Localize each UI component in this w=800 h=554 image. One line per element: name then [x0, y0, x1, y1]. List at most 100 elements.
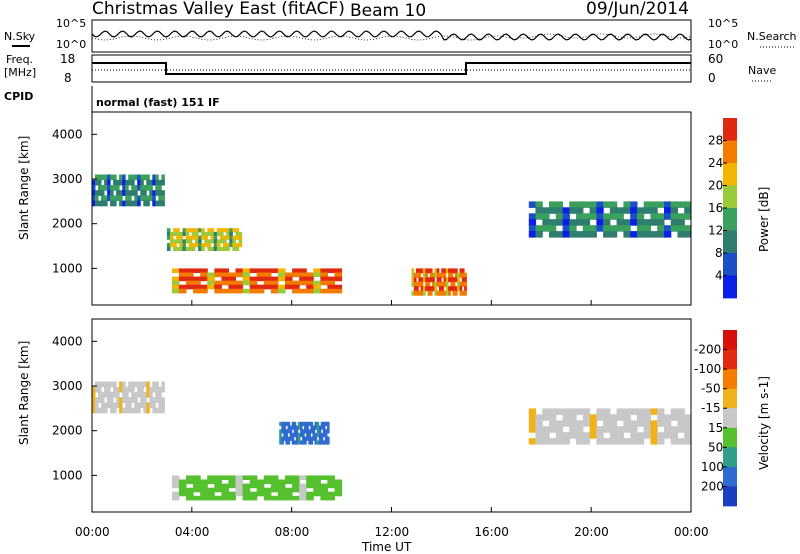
heatmap-cell — [235, 491, 244, 497]
heatmap-cell — [279, 436, 282, 441]
heatmap-cell — [110, 190, 114, 196]
heatmap-cell — [249, 280, 258, 286]
heatmap-cell — [555, 420, 564, 427]
heatmap-cell — [630, 201, 638, 208]
heatmap-cell — [146, 174, 150, 181]
heatmap-cell — [256, 272, 265, 278]
heatmap-cell — [327, 268, 335, 273]
heatmap-cell — [528, 225, 537, 232]
colorbar-tick-label: 20 — [708, 179, 723, 193]
heatmap-cell — [306, 280, 314, 286]
range-tick-label: 4000 — [52, 334, 83, 348]
heatmap-cell — [210, 231, 215, 237]
heatmap-cell — [131, 179, 135, 186]
heatmap-cell — [170, 243, 174, 248]
heatmap-cell — [110, 397, 114, 403]
heatmap-cell — [122, 392, 126, 398]
heatmap-cell — [636, 231, 645, 238]
heatmap-cell — [670, 426, 678, 433]
heatmap-cell — [221, 491, 229, 497]
heatmap-cell — [92, 179, 96, 186]
heatmap-cell — [125, 195, 129, 202]
heatmap-cell — [434, 281, 438, 287]
heatmap-cell — [609, 414, 618, 421]
heatmap-cell — [292, 487, 300, 493]
heatmap-cell — [140, 179, 144, 186]
heatmap-cell — [411, 268, 415, 274]
heatmap-cell — [287, 421, 291, 426]
heatmap-cell — [191, 246, 196, 251]
heatmap-cell — [664, 420, 672, 427]
heatmap-cell — [302, 440, 305, 445]
heatmap-cell — [128, 200, 132, 207]
heatmap-cell — [555, 231, 564, 238]
heatmap-cell — [616, 414, 624, 421]
heatmap-cell — [193, 495, 201, 501]
heatmap-cell — [242, 276, 251, 282]
heatmap-cell — [630, 432, 638, 439]
heatmap-cell — [263, 487, 272, 493]
heatmap-cell — [461, 290, 465, 296]
heatmap-cell — [650, 408, 658, 415]
colorbar-segment — [723, 330, 737, 350]
heatmap-cell — [270, 276, 279, 282]
heatmap-cell — [170, 231, 174, 237]
heatmap-cell — [677, 414, 685, 421]
heatmap-cell — [308, 432, 311, 438]
heatmap-cell — [235, 243, 240, 248]
colorbar-segment — [723, 427, 737, 448]
heatmap-cell — [616, 438, 624, 445]
heatmap-cell — [313, 491, 321, 497]
heatmap-cell — [122, 179, 126, 186]
colorbar-segment — [723, 163, 737, 186]
colorbar-tick-label: 200 — [701, 479, 724, 493]
heatmap-cell — [677, 201, 685, 208]
heatmap-cell — [200, 276, 208, 282]
heatmap-cell — [191, 243, 196, 248]
heatmap-cell — [684, 438, 692, 445]
heatmap-cell — [549, 201, 557, 208]
power-panel: 1000 2000 3000 4000 Slant Range [km] 4 8 12 16… — [17, 111, 771, 306]
heatmap-cell — [171, 495, 180, 501]
heatmap-cell — [287, 436, 291, 441]
heatmap-cell — [324, 440, 328, 445]
heatmap-cell — [207, 272, 215, 278]
heatmap-cell — [318, 429, 322, 434]
heatmap-cell — [306, 495, 314, 501]
heatmap-cell — [235, 284, 244, 290]
heatmap-cell — [313, 475, 321, 480]
heatmap-cell — [450, 277, 454, 283]
heatmap-cell — [287, 425, 291, 430]
heatmap-cell — [443, 272, 447, 278]
range-tick-label: 2000 — [52, 424, 83, 438]
heatmap-cell — [134, 174, 138, 181]
heatmap-cell — [320, 280, 328, 286]
heatmap-cell — [232, 235, 236, 240]
heatmap-cell — [316, 421, 320, 426]
heatmap-cell — [623, 408, 631, 415]
heatmap-cell — [308, 421, 311, 426]
heatmap-cell — [107, 179, 111, 186]
heatmap-cell — [443, 277, 447, 283]
heatmap-cell — [327, 421, 330, 426]
heatmap-cell — [636, 225, 645, 232]
heatmap-cell — [295, 425, 299, 430]
heatmap-cell — [122, 381, 126, 388]
heatmap-cell — [314, 432, 318, 438]
heatmap-cell — [107, 381, 111, 388]
heatmap-cell — [334, 483, 343, 489]
heatmap-cell — [200, 268, 208, 273]
heatmap-cell — [182, 243, 187, 248]
heatmap-cell — [188, 246, 193, 251]
heatmap-cell — [596, 219, 604, 226]
heatmap-cell — [166, 231, 171, 237]
heatmap-cell — [221, 487, 229, 493]
heatmap-cell — [158, 386, 162, 393]
heatmap-cell — [643, 426, 651, 433]
heatmap-cell — [643, 432, 651, 439]
heatmap-cell — [609, 420, 618, 427]
heatmap-cell — [320, 491, 328, 497]
heatmap-cell — [327, 284, 335, 290]
heatmap-cell — [313, 284, 321, 290]
heatmap-cell — [320, 436, 324, 441]
